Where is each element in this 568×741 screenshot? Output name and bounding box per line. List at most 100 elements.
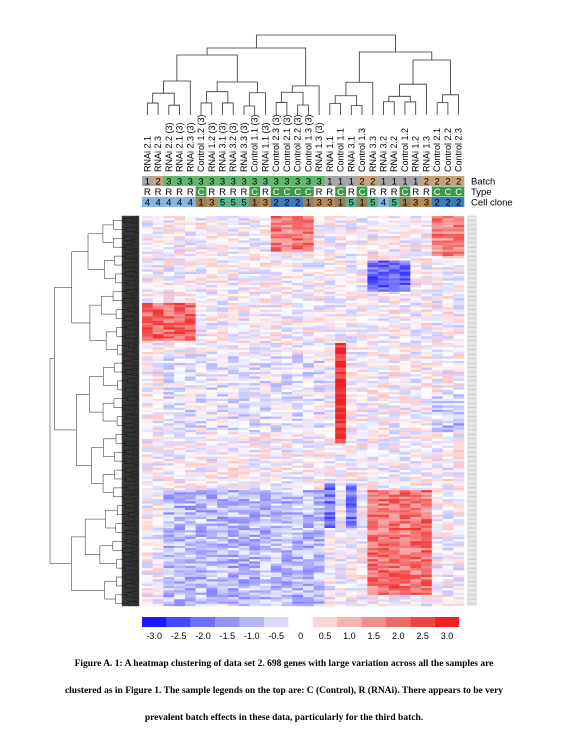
heatmap-cell [152, 432, 164, 435]
heatmap-cell [378, 253, 390, 257]
heatmap-cell [249, 358, 261, 362]
heatmap-cell [238, 400, 250, 404]
heatmap-cell [367, 429, 379, 433]
heatmap-cell [303, 465, 314, 469]
heatmap-cell [270, 516, 282, 520]
clone-cell [388, 197, 400, 207]
heatmap-cell [260, 287, 271, 290]
heatmap-cell [227, 262, 239, 266]
heatmap-cell [324, 285, 336, 288]
heatmap-cell [378, 490, 390, 493]
heatmap-cell [142, 443, 153, 446]
heatmap-cell [367, 476, 379, 480]
heatmap-cell [335, 238, 347, 241]
heatmap-cell [442, 369, 454, 373]
heatmap-cell [356, 552, 368, 555]
heatmap-cell [313, 229, 325, 232]
heatmap-cell [292, 227, 304, 230]
heatmap-cell [356, 247, 368, 250]
heatmap-cell [324, 516, 336, 520]
heatmap-cell [217, 485, 229, 489]
heatmap-cell [174, 414, 186, 417]
heatmap-cell [195, 407, 207, 411]
sample-label: Control 2.3 (3) [271, 114, 281, 172]
heatmap-cell [281, 365, 293, 368]
heatmap-cell [378, 458, 390, 462]
heatmap-cell [356, 258, 368, 261]
heatmap-cell [399, 512, 411, 515]
heatmap-cell [270, 345, 282, 348]
heatmap-cell [142, 530, 153, 533]
heatmap-cell [356, 280, 368, 284]
heatmap-cell [421, 461, 432, 464]
heatmap-cell [152, 287, 164, 290]
heatmap-cell [195, 282, 207, 286]
heatmap-cell [303, 305, 314, 308]
heatmap-cell [345, 265, 357, 268]
heatmap-cell [410, 487, 422, 491]
heatmap-cell [421, 405, 432, 408]
heatmap-cell [335, 450, 347, 453]
heatmap-cell [260, 365, 271, 368]
heatmap-cell [453, 407, 465, 411]
heatmap-cell [324, 322, 336, 326]
heatmap-cell [270, 405, 282, 408]
heatmap-cell [410, 363, 422, 366]
heatmap-cell [399, 550, 411, 553]
row-dendrogram-branch [113, 487, 127, 498]
heatmap-cell [142, 505, 153, 509]
heatmap-cell [249, 512, 261, 515]
heatmap-cell [410, 372, 422, 375]
heatmap-cell [399, 309, 411, 313]
heatmap-cell [206, 334, 218, 337]
heatmap-cell [421, 501, 432, 504]
heatmap-cell [399, 280, 411, 284]
heatmap-cell [421, 458, 432, 462]
heatmap-cell [195, 501, 207, 504]
heatmap-cell [292, 278, 304, 281]
heatmap-cell [260, 329, 271, 333]
heatmap-cell [206, 231, 218, 235]
heatmap-cell [163, 242, 175, 246]
heatmap-cell [206, 336, 218, 339]
heatmap-cell [238, 427, 250, 431]
heatmap-cell [217, 441, 229, 444]
heatmap-cell [142, 229, 153, 232]
heatmap-cell [292, 222, 304, 226]
heatmap-cell [431, 229, 443, 232]
heatmap-cell [313, 309, 325, 313]
heatmap-cell [410, 414, 422, 417]
heatmap-cell [421, 289, 432, 292]
heatmap-cell [442, 269, 454, 272]
heatmap-cell [313, 360, 325, 364]
row-dendrogram-branch [71, 251, 90, 324]
heatmap-cell [260, 340, 271, 344]
heatmap-cell [217, 465, 229, 469]
heatmap-cell [388, 380, 400, 384]
heatmap-cell [410, 300, 422, 304]
heatmap-cell [324, 269, 336, 272]
heatmap-cell [453, 311, 465, 315]
heatmap-cell [217, 291, 229, 295]
heatmap-cell [431, 396, 443, 399]
type-cell-text: R [230, 187, 237, 198]
heatmap-cell [152, 418, 164, 422]
heatmap-cell [270, 421, 282, 424]
heatmap-cell [453, 309, 465, 313]
heatmap-cell [260, 487, 271, 491]
heatmap-cell [410, 278, 422, 281]
heatmap-cell [399, 552, 411, 555]
heatmap-cell [270, 218, 282, 221]
heatmap-cell [313, 400, 325, 404]
heatmap-cell [345, 216, 357, 219]
heatmap-cell [270, 414, 282, 417]
heatmap-cell [431, 338, 443, 341]
heatmap-cell [303, 438, 314, 442]
heatmap-cell [399, 220, 411, 223]
heatmap-cell [442, 383, 454, 386]
heatmap-cell [399, 291, 411, 295]
heatmap-cell [345, 385, 357, 388]
heatmap-cell [195, 519, 207, 522]
heatmap-cell [260, 387, 271, 391]
heatmap-cell [260, 369, 271, 373]
